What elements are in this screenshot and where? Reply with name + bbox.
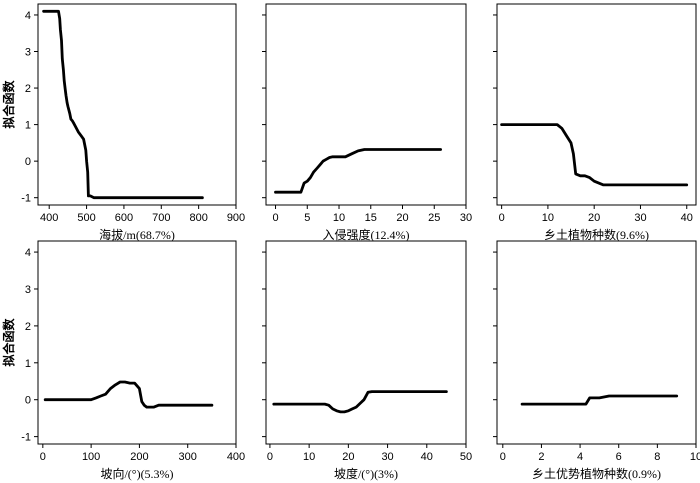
chart-panel-5: 0 10 20 30 40 50 坡度/(°)(3%) bbox=[262, 240, 472, 481]
chart-panel-3: 0 10 20 30 40 乡土植物种数(9.6%) bbox=[493, 3, 697, 242]
y-axis-label: 拟合函数 bbox=[1, 80, 16, 129]
x-axis-label: 坡向/(°)(5.3%) bbox=[100, 466, 173, 481]
series-line bbox=[272, 390, 448, 414]
y-tick-label: 1 bbox=[25, 120, 31, 132]
x-tick-label: 40 bbox=[421, 451, 433, 463]
plot-frame bbox=[37, 240, 237, 445]
x-tick-label: 20 bbox=[588, 212, 600, 224]
series-line bbox=[500, 123, 689, 187]
x-axis-label: 乡土优势植物种数(0.9%) bbox=[532, 466, 661, 481]
y-axis-label: 拟合函数 bbox=[1, 318, 16, 367]
x-tick-label: 0 bbox=[500, 451, 506, 463]
x-tick-label: 40 bbox=[681, 212, 693, 224]
y-tick-label: 4 bbox=[25, 247, 31, 259]
y-tick-label: 3 bbox=[25, 47, 31, 59]
x-tick-label: 10 bbox=[542, 212, 554, 224]
x-tick-label: 50 bbox=[460, 451, 472, 463]
x-tick-label: 15 bbox=[365, 212, 377, 224]
y-tick-label: 1 bbox=[25, 358, 31, 370]
plot-frame bbox=[496, 3, 697, 206]
x-tick-label: 30 bbox=[460, 212, 472, 224]
x-tick-label: 20 bbox=[342, 451, 354, 463]
x-tick-label: 400 bbox=[40, 212, 58, 224]
plot-frame bbox=[265, 240, 467, 445]
x-tick-label: 20 bbox=[396, 212, 408, 224]
x-tick-label: 700 bbox=[152, 212, 170, 224]
plot-frame bbox=[265, 3, 467, 206]
x-tick-label: 400 bbox=[227, 451, 245, 463]
x-tick-label: 0 bbox=[272, 212, 278, 224]
x-axis-label: 乡土植物种数(9.6%) bbox=[544, 227, 649, 242]
series-line bbox=[520, 394, 679, 406]
x-tick-label: 25 bbox=[428, 212, 440, 224]
x-tick-label: 10 bbox=[690, 451, 700, 463]
x-tick-label: 8 bbox=[654, 451, 660, 463]
x-tick-label: 0 bbox=[499, 212, 505, 224]
x-tick-label: 6 bbox=[616, 451, 622, 463]
x-tick-label: 600 bbox=[115, 212, 133, 224]
x-axis-label: 海拔/m(68.7%) bbox=[99, 227, 175, 242]
x-tick-label: 900 bbox=[227, 212, 245, 224]
x-tick-label: 500 bbox=[77, 212, 95, 224]
x-axis-label: 坡度/(°)(3%) bbox=[334, 466, 398, 481]
series-line bbox=[42, 9, 204, 200]
x-tick-label: 4 bbox=[577, 451, 583, 463]
chart-panel-2: 0 5 10 15 20 25 30 入侵强度(12.4%) bbox=[262, 3, 472, 242]
x-tick-label: 30 bbox=[634, 212, 646, 224]
y-tick-label: -1 bbox=[21, 432, 31, 444]
x-tick-label: 300 bbox=[179, 451, 197, 463]
y-tick-label: 2 bbox=[25, 321, 31, 333]
series-line bbox=[43, 380, 214, 409]
y-tick-label: 0 bbox=[25, 156, 31, 168]
x-axis-label: 入侵强度(12.4%) bbox=[323, 227, 410, 242]
chart-panel-1: 400 500 600 700 800 900 -1 0 1 2 3 4 海拔/m(68.7%) 拟合函数 bbox=[1, 3, 245, 242]
x-tick-label: 2 bbox=[538, 451, 544, 463]
x-tick-label: 0 bbox=[267, 451, 273, 463]
x-tick-label: 5 bbox=[304, 212, 310, 224]
y-tick-label: 3 bbox=[25, 284, 31, 296]
chart-panel-6: 0 2 4 6 8 10 乡土优势植物种数(0.9%) bbox=[493, 240, 700, 481]
x-tick-label: 800 bbox=[189, 212, 207, 224]
plot-frame bbox=[37, 3, 237, 206]
x-tick-label: 100 bbox=[82, 451, 100, 463]
series-line bbox=[274, 148, 443, 194]
plot-frame bbox=[496, 240, 697, 445]
x-tick-label: 0 bbox=[40, 451, 46, 463]
x-tick-label: 10 bbox=[333, 212, 345, 224]
x-tick-label: 10 bbox=[303, 451, 315, 463]
y-tick-label: 2 bbox=[25, 83, 31, 95]
x-tick-label: 30 bbox=[381, 451, 393, 463]
chart-panel-4: 0 100 200 300 400 -1 0 1 2 3 4 坡向/(°)(5.3%) 拟合函数 bbox=[1, 240, 245, 481]
y-tick-label: 4 bbox=[25, 10, 31, 22]
y-tick-label: -1 bbox=[21, 193, 31, 205]
x-tick-label: 200 bbox=[130, 451, 148, 463]
y-tick-label: 0 bbox=[25, 395, 31, 407]
